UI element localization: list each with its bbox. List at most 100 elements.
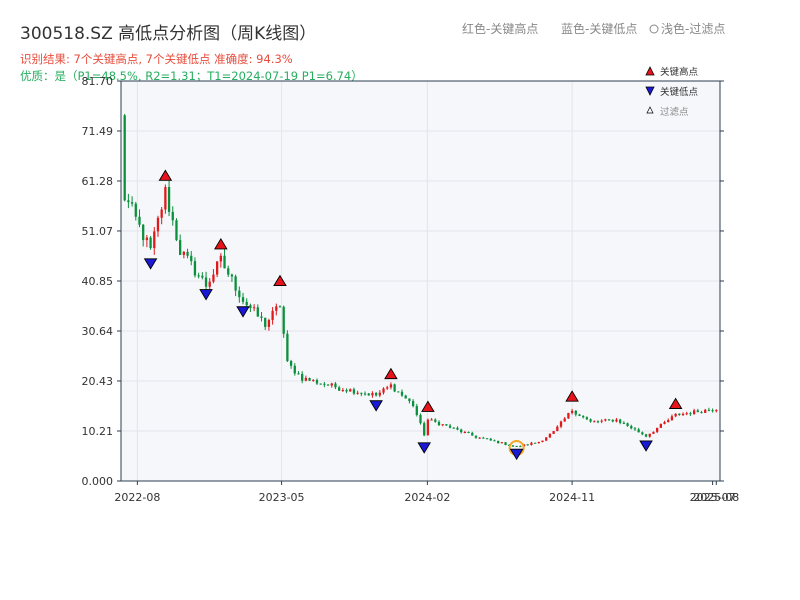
candle-body — [637, 429, 640, 433]
candle-body — [267, 320, 271, 327]
top-legend-light: 浅色-过滤点 — [661, 22, 725, 36]
candle-body — [289, 361, 293, 366]
top-legend-red: 红色-关键高点 — [462, 21, 538, 36]
candle-body — [249, 305, 252, 308]
key-low-marker — [143, 258, 158, 270]
candle-body — [123, 115, 126, 201]
x-tick-label: 2024-11 — [549, 491, 595, 504]
candle-body — [578, 414, 581, 416]
candle-body — [238, 290, 241, 298]
candle-body — [338, 387, 341, 391]
candle-body — [607, 419, 611, 421]
candle-body — [297, 373, 300, 375]
y-tick-label: 71.49 — [82, 125, 114, 138]
x-tick-label: 2025-07 — [690, 491, 736, 504]
candle-body — [423, 423, 426, 436]
candle-body — [674, 413, 677, 417]
candle-body — [533, 442, 537, 444]
chart-legend: 关键高点 关键低点 过滤点 — [645, 66, 699, 118]
legend-filtered-icon — [646, 106, 654, 114]
legend-low-label: 关键低点 — [660, 86, 699, 98]
candle-body — [130, 202, 134, 204]
candle-body — [323, 383, 326, 385]
candle-body — [149, 237, 152, 249]
key-high-marker — [273, 274, 287, 287]
candle-body — [452, 427, 455, 429]
key-low-marker — [417, 442, 431, 454]
candle-body — [356, 392, 359, 394]
candle-body — [489, 438, 492, 441]
candle-body — [374, 393, 378, 396]
candle-body — [179, 240, 182, 255]
candle-body — [611, 419, 614, 422]
key-high-marker — [384, 367, 398, 380]
candle-body — [319, 383, 322, 385]
candle-body — [460, 429, 463, 433]
candle-body — [567, 412, 570, 419]
candle-body — [515, 445, 518, 447]
candle-body — [411, 401, 415, 407]
candle-body — [352, 389, 356, 394]
key-low-marker — [236, 306, 250, 318]
candle-body — [530, 442, 533, 445]
legend-low-icon — [645, 86, 655, 96]
candle-body — [541, 440, 544, 442]
candle-body — [241, 297, 245, 302]
candle-body — [127, 200, 130, 203]
candle-body — [500, 442, 503, 444]
candle-body — [456, 427, 459, 430]
candle-body — [301, 373, 304, 381]
candle-body — [556, 426, 559, 432]
candle-body — [700, 412, 703, 414]
candle-body — [552, 431, 555, 434]
candle-body — [715, 410, 718, 412]
candle-body — [685, 413, 688, 415]
candle-body — [430, 419, 433, 421]
candle-body — [441, 424, 444, 426]
candle-body — [227, 268, 230, 275]
grid — [121, 81, 720, 481]
key-low-marker — [639, 440, 653, 452]
key-low-marker — [199, 289, 213, 301]
candle-body — [482, 437, 485, 439]
markers — [143, 169, 683, 461]
candle-body — [545, 437, 548, 441]
candle-body — [670, 416, 674, 421]
x-tick-label: 2025-08 — [693, 491, 739, 504]
candle-body — [167, 187, 171, 212]
candle-body — [681, 413, 685, 416]
candle-body — [341, 390, 344, 392]
candle-body — [156, 217, 160, 232]
candle-body — [704, 409, 707, 413]
y-tick-label: 81.70 — [82, 75, 114, 88]
candle-body — [382, 388, 385, 393]
candle-body — [667, 420, 670, 423]
candle-body — [193, 261, 197, 276]
candle-body — [711, 410, 714, 412]
candle-body — [600, 420, 603, 422]
candle-body — [504, 442, 507, 445]
candle-body — [474, 435, 478, 438]
candle-body — [641, 432, 644, 435]
candle-body — [153, 231, 156, 249]
candle-body — [630, 426, 633, 429]
candle-body — [589, 419, 592, 422]
key-high-marker — [214, 238, 228, 250]
candle-body — [408, 398, 411, 402]
candle-body — [315, 379, 319, 384]
candle-body — [182, 251, 186, 255]
candle-body — [345, 390, 348, 392]
key-high-marker — [668, 397, 683, 409]
candle-body — [234, 276, 237, 291]
candle-body — [367, 393, 370, 396]
candle-body — [197, 275, 200, 277]
candle-body — [434, 419, 437, 422]
candle-body — [286, 333, 289, 362]
candle-body — [633, 428, 637, 430]
candle-body — [548, 433, 552, 438]
candle-body — [644, 434, 648, 437]
y-tick-label: 30.64 — [82, 325, 114, 338]
candle-body — [278, 306, 282, 308]
candle-body — [559, 421, 563, 427]
